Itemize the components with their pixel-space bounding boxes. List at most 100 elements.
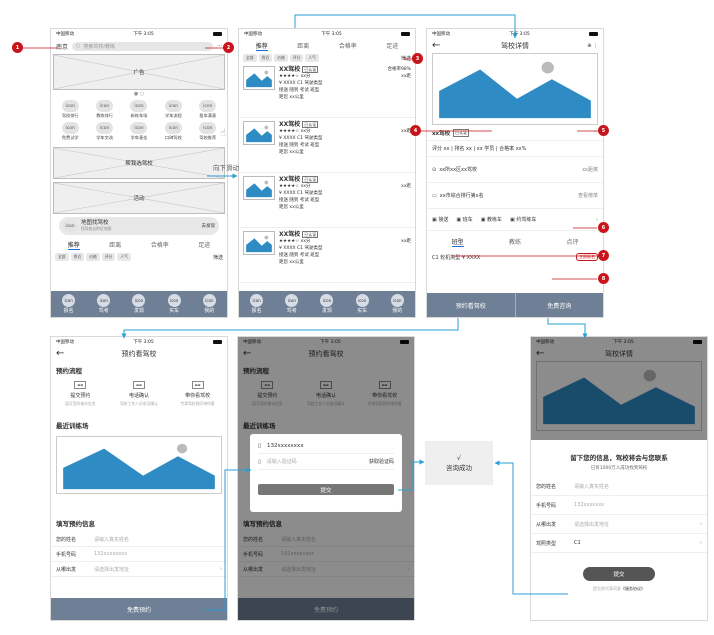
tab-item[interactable]: 合格率 (150, 242, 169, 249)
share-icon[interactable]: ⊕ ⋮ (587, 43, 598, 49)
nav-item[interactable]: icon 发现 (320, 294, 334, 314)
chevron-right-icon: › (700, 521, 702, 527)
icon-grid-item[interactable]: icon 学车交流 (87, 122, 121, 141)
back-arrow-icon[interactable]: ← (432, 40, 441, 51)
school-card[interactable]: XX驾校 已认证 ★★★★☆ xx分 ¥ XXXX C1 驾驶类型 接送 随到 考试 班… (239, 63, 415, 118)
icon-grid-item[interactable]: icon 驾校推荐 (191, 122, 225, 141)
tab-item[interactable]: 班型 (451, 239, 464, 247)
tab-item[interactable]: 合格率 (338, 43, 357, 50)
detail-intro-row[interactable]: ⊙ xx所xx区xx驾校 xx距离 (427, 157, 603, 183)
nav-item[interactable]: icon 我的 (390, 294, 404, 314)
choose-school-box[interactable]: 帮我选驾校 (53, 147, 225, 179)
icon-grid-item[interactable]: icon 免费试学 (53, 122, 87, 141)
filter-chip[interactable]: 人气 (305, 54, 319, 62)
form-field[interactable]: 您的姓名 请输入真实姓名 (531, 477, 707, 496)
activity-box[interactable]: 活动 (53, 182, 225, 214)
consult-submit-button[interactable]: 提交 (583, 567, 655, 581)
back-arrow-icon[interactable]: ← (243, 348, 252, 359)
school-card[interactable]: XX驾校 已认证 ★★★★☆ xx分 ¥ XXXX C1 驾驶类型 接送 随到 考试 班… (239, 228, 415, 283)
field-input[interactable]: 请输入真实姓名 (94, 536, 130, 543)
nav-item[interactable]: icon 发现 (132, 294, 146, 314)
map-action[interactable]: 去发现 (201, 224, 216, 229)
filter-chip[interactable]: 评分 (101, 253, 116, 261)
course-tag[interactable]: 立即报名 (576, 253, 598, 261)
filter-button[interactable]: 筛选 (400, 55, 411, 62)
back-arrow-icon[interactable]: ← (536, 348, 545, 359)
school-card[interactable]: XX驾校 已认证 ★★★★☆ xx分 ¥ XXXX C1 驾驶类型 接送 随到 考试 班… (239, 118, 415, 173)
nav-item[interactable]: icon 买车 (355, 294, 369, 314)
form-field[interactable]: 手机号码 132xxxxxxxx (238, 547, 414, 562)
form-field[interactable]: 您的姓名 请输入真实姓名 (51, 532, 227, 547)
icon-grid-item[interactable]: icon 学车流程 (156, 100, 190, 119)
favorite-icon[interactable]: ♡ (593, 129, 598, 136)
map-school-card[interactable]: icon 地图找驾校 找驾校去附近地图 去发现 (59, 217, 219, 235)
feature-label: 免费试学 (61, 135, 79, 140)
form-field[interactable]: 从哪出发 请选择出发地址 › (531, 515, 707, 534)
form-field[interactable]: 驾照类型 C1 › (531, 534, 707, 553)
form-field[interactable]: 手机号码 132xxxxxxxx (51, 547, 227, 562)
field-input[interactable]: 请输入真实姓名 (281, 536, 317, 543)
tab-item[interactable]: 推荐 (255, 43, 268, 51)
tab-item[interactable]: 推荐 (67, 242, 80, 250)
filter-chip[interactable]: 评分 (289, 54, 304, 62)
filter-chip[interactable]: 价格 (274, 54, 288, 62)
back-arrow-icon[interactable]: ← (56, 348, 65, 359)
school-card[interactable]: XX驾校 已认证 ★★★★☆ xx分 ¥ XXXX C1 驾驶类型 接送 随到 考试 班… (239, 173, 415, 228)
icon-grid-item[interactable]: icon 驾校排行 (53, 100, 87, 119)
book-visit-button[interactable]: 预约看驾校 (427, 293, 516, 317)
chevron-right-icon[interactable]: › (596, 216, 598, 223)
code-input[interactable]: 请输入验证码 (266, 459, 297, 465)
field-input[interactable]: 132xxxxxxx (574, 502, 605, 508)
filter-button[interactable]: 筛选 (212, 254, 223, 261)
banner-ad[interactable]: 广告 (53, 54, 225, 90)
field-input[interactable]: 请选择出发地址 (574, 521, 610, 528)
icon-grid-item[interactable]: icon 口碑驾校 (156, 122, 190, 141)
form-field[interactable]: 从哪出发 请选择出发地址 › (51, 562, 227, 577)
free-booking-button[interactable]: 免费预约 (51, 598, 227, 620)
nav-item[interactable]: icon 驾考 (97, 294, 111, 314)
free-booking-button[interactable]: 免费预约 (238, 598, 414, 620)
field-input[interactable]: 请输入真实姓名 (574, 483, 610, 490)
nav-item[interactable]: icon 买车 (167, 294, 181, 314)
filter-chip[interactable]: 全部 (243, 54, 257, 62)
tab-item[interactable]: 距离 (109, 242, 122, 249)
field-input[interactable]: 请选择出发地址 (281, 566, 317, 573)
tab-item[interactable]: 教练 (508, 239, 521, 246)
detail-rank-row[interactable]: ▭ xx市综合排行第x名 查看榜单 (427, 183, 603, 209)
nav-item[interactable]: icon 报名 (250, 294, 264, 314)
icon-grid-item[interactable]: icon 租车满意 (191, 100, 225, 119)
nav-item[interactable]: icon 我的 (202, 294, 216, 314)
course-row[interactable]: C1 轮机类型 ¥ XXXX 立即报名 (427, 249, 603, 265)
city-selector[interactable]: 南京 (56, 43, 69, 51)
message-icon[interactable]: ··· (217, 43, 222, 49)
tab-item[interactable]: 足迹 (386, 43, 399, 50)
tab-item[interactable]: 距离 (297, 43, 310, 50)
filter-chip[interactable]: 人气 (117, 253, 131, 261)
get-code-button[interactable]: 获取验证码 (368, 459, 394, 465)
icon-grid-item[interactable]: icon 教练排行 (87, 100, 121, 119)
flow-steps: ▬▬ 提交预约 填写您的基本信息 ▬▬ 电话确认 驾校工作人员电话确认 ▬▬ 带你看驾校 专属驾… (51, 379, 227, 408)
free-consult-button[interactable]: 免费咨询 (547, 302, 572, 310)
modal-submit-button[interactable]: 提交 (258, 484, 394, 495)
filter-chip[interactable]: 全部 (55, 253, 69, 261)
form-field[interactable]: 您的姓名 请输入真实姓名 (238, 532, 414, 547)
filter-chip[interactable]: 价格 (86, 253, 100, 261)
icon-grid-item[interactable]: icon 新练车场 (122, 100, 156, 119)
nav-item[interactable]: icon 报名 (62, 294, 76, 314)
field-input[interactable]: 132xxxxxxxx (94, 551, 128, 557)
tab-item[interactable]: 点评 (566, 239, 579, 246)
field-input[interactable]: 132xxxxxxxx (281, 551, 315, 557)
nav-item[interactable]: icon 驾考 (285, 294, 299, 314)
field-input[interactable]: 请选择出发地址 (94, 566, 130, 573)
feature-label: 口碑驾校 (165, 135, 182, 140)
search-input[interactable]: ○ 搜索驾校/教练 (72, 41, 214, 51)
filter-chip[interactable]: 附近 (70, 253, 85, 261)
sheet-overlay[interactable] (531, 337, 707, 440)
field-input[interactable]: C1 (574, 540, 581, 546)
icon-grid-item[interactable]: icon 学车基金 (122, 122, 156, 141)
form-field[interactable]: 手机号码 132xxxxxxx (531, 496, 707, 515)
filter-chip[interactable]: 附近 (258, 54, 273, 62)
tab-item[interactable]: 足迹 (198, 242, 211, 249)
agreement-link[interactable]: 《服务协议》 (621, 586, 645, 591)
form-field[interactable]: 从哪出发 请选择出发地址 › (238, 562, 414, 577)
